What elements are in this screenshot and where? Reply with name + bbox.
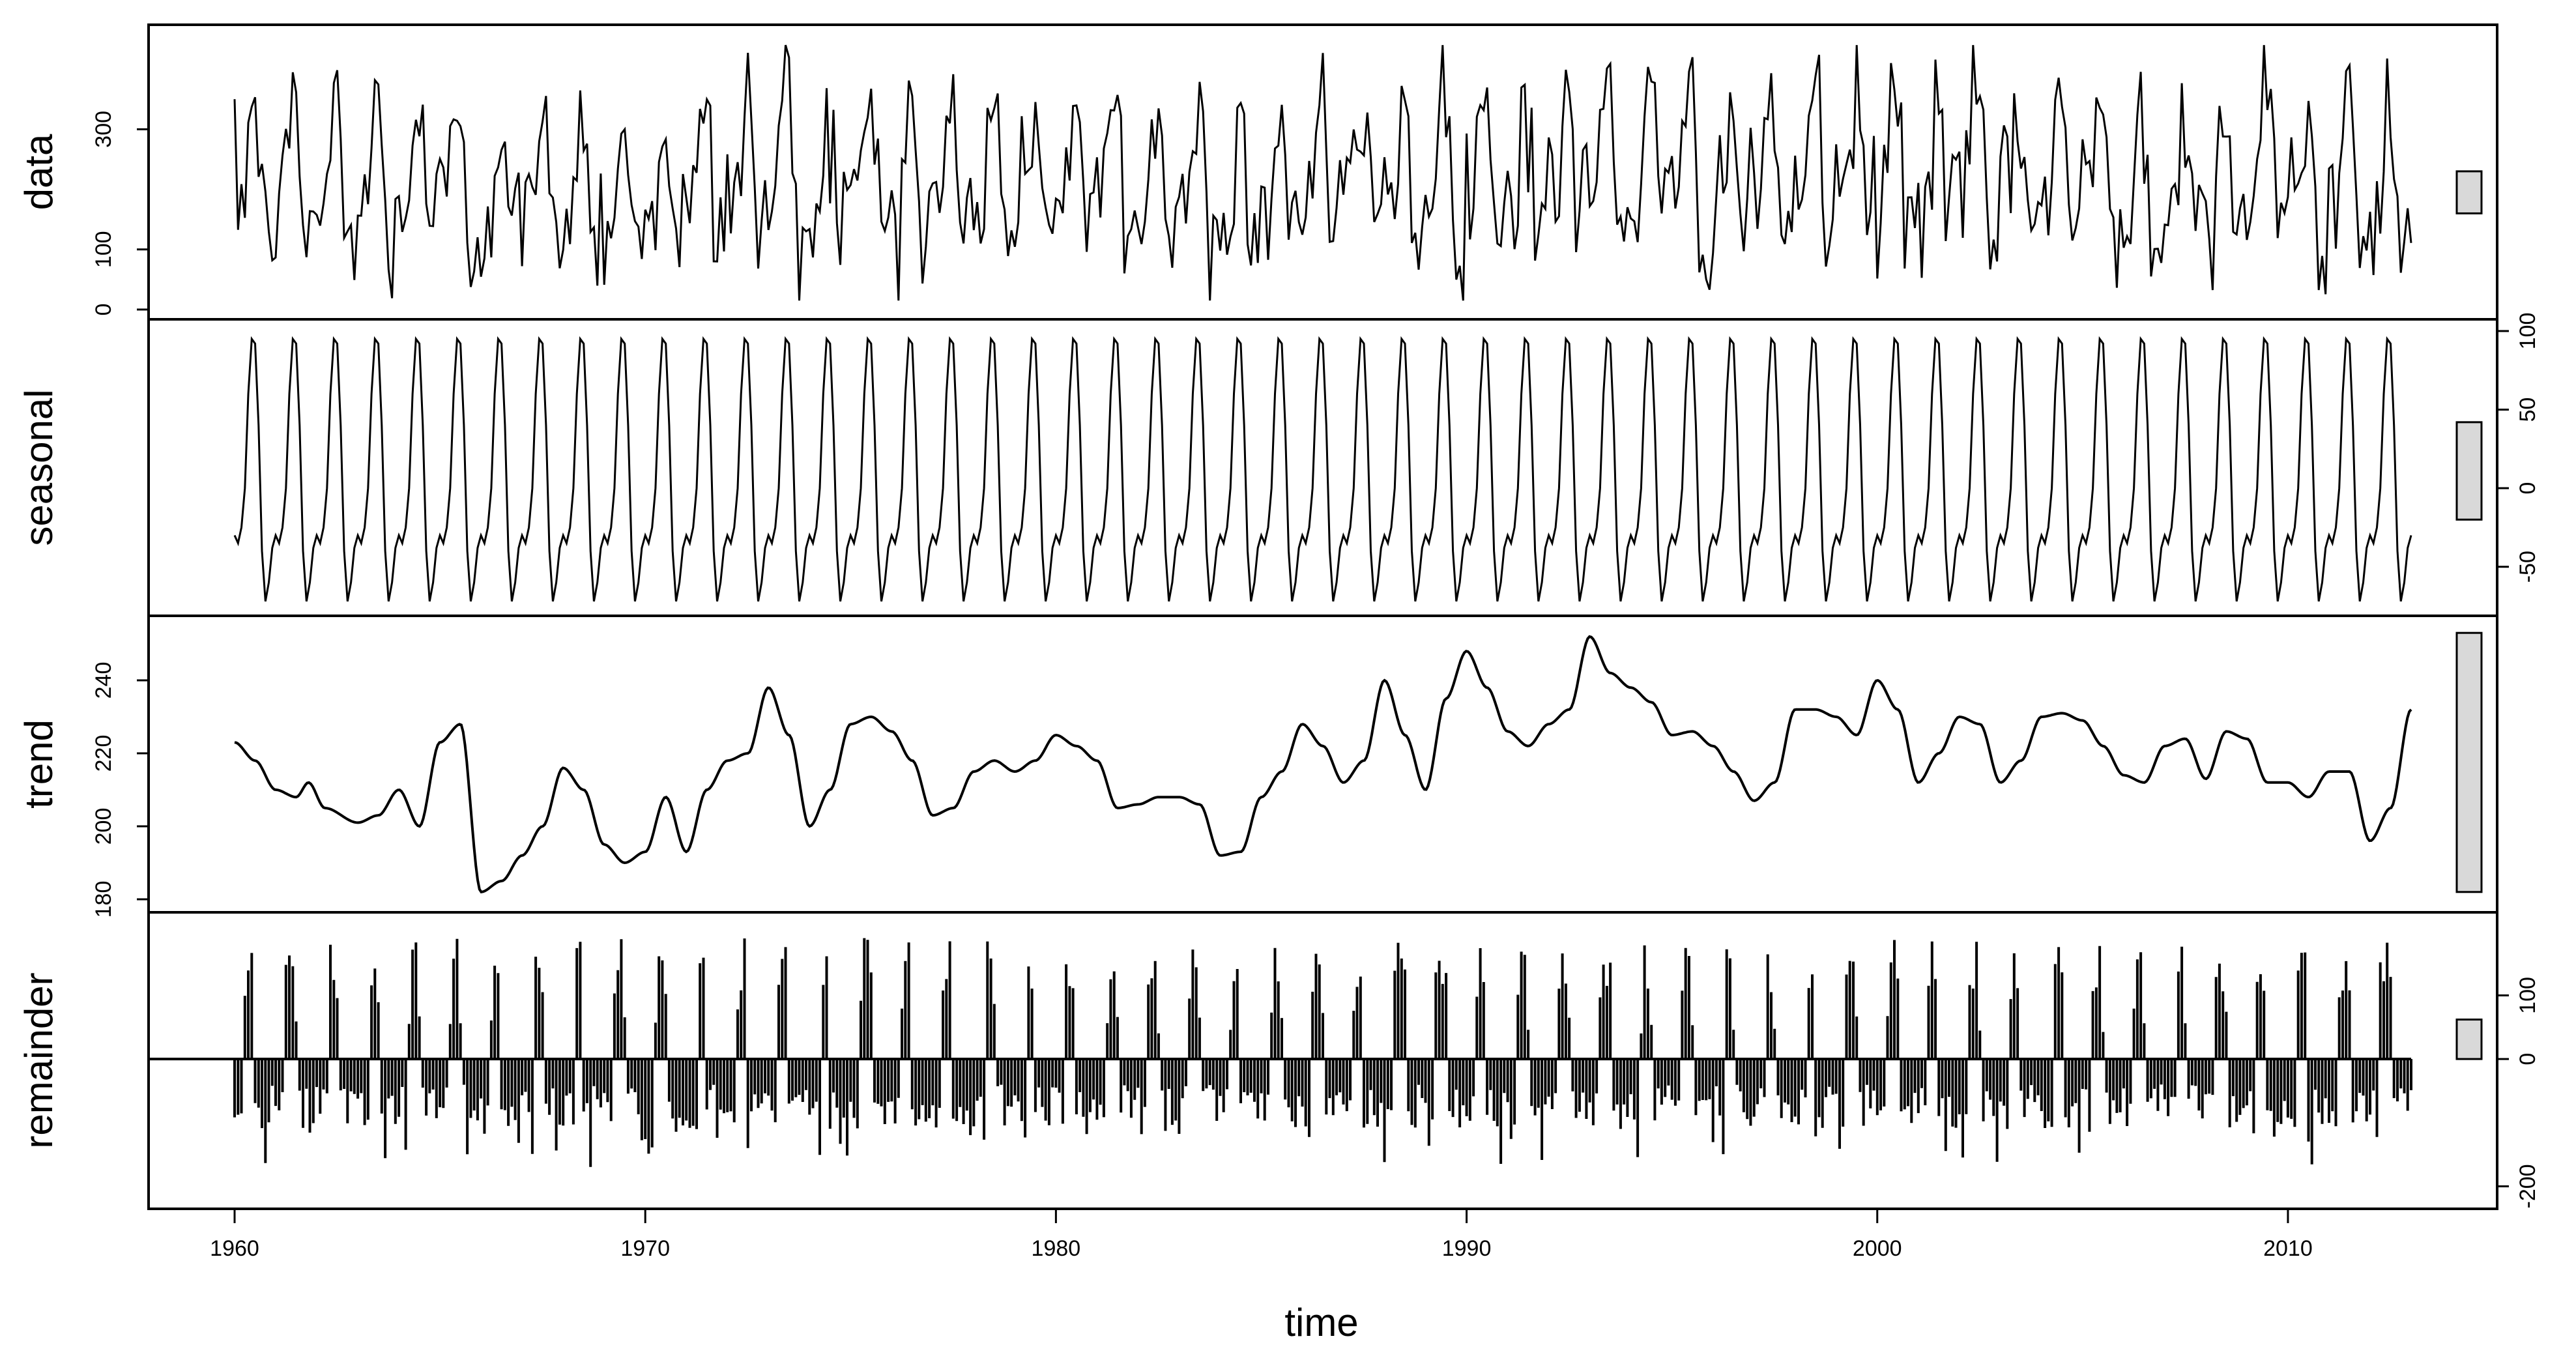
x-axis: 1960 1970 1980 1990 2000 2010: [210, 1209, 2313, 1261]
x-tick-label: 1970: [620, 1236, 670, 1261]
y-tick-label: 180: [91, 881, 116, 918]
y-tick-label: 100: [2515, 977, 2540, 1014]
panels-layer: data 0 100 300 seasonal -50 0 50 100 trend 180 200 2…: [17, 23, 2540, 1210]
series-line-data: [233, 44, 2412, 301]
panel-frame-remainder: [147, 911, 2498, 1210]
panel-frame-trend: [147, 615, 2498, 914]
panel-label-remainder: remainder: [17, 972, 61, 1148]
panel-label-trend: trend: [17, 719, 61, 809]
y-tick-label: -50: [2515, 551, 2540, 583]
y-tick-label: 0: [2515, 1053, 2540, 1065]
series-line-trend: [234, 635, 2412, 894]
x-tick-label: 1960: [210, 1236, 259, 1261]
panel-seasonal: seasonal -50 0 50 100: [17, 313, 2540, 617]
x-tick-label: 1980: [1032, 1236, 1081, 1261]
y-tick-label: 220: [91, 735, 116, 772]
series-line-seasonal: [233, 336, 2412, 602]
y-tick-label: 200: [91, 808, 116, 845]
x-tick-label: 2000: [1853, 1236, 1902, 1261]
y-tick-label: 240: [91, 662, 116, 699]
panel-data: data 0 100 300: [17, 23, 2498, 321]
range-bar-remainder: [2455, 1019, 2483, 1060]
y-tick-label: 0: [2515, 482, 2540, 495]
y-tick-label: 0: [91, 304, 116, 316]
range-bar-seasonal: [2455, 421, 2483, 521]
x-tick-label: 2010: [2263, 1236, 2313, 1261]
x-axis-label: time: [1284, 1301, 1358, 1344]
range-bar-data: [2455, 170, 2483, 214]
y-tick-label: 100: [2515, 313, 2540, 350]
y-tick-label: -200: [2515, 1164, 2540, 1208]
y-tick-label: 100: [91, 231, 116, 268]
x-tick-label: 1990: [1442, 1236, 1492, 1261]
y-tick-label: 50: [2515, 398, 2540, 422]
panel-remainder: remainder -200 0 100: [17, 911, 2540, 1210]
panel-trend: trend 180 200 220 240: [17, 615, 2498, 918]
y-tick-label: 300: [91, 111, 116, 148]
range-bar-trend: [2455, 631, 2483, 893]
panel-label-data: data: [17, 134, 61, 210]
panel-label-seasonal: seasonal: [17, 389, 61, 545]
series-bars-remainder: [233, 938, 2412, 1167]
